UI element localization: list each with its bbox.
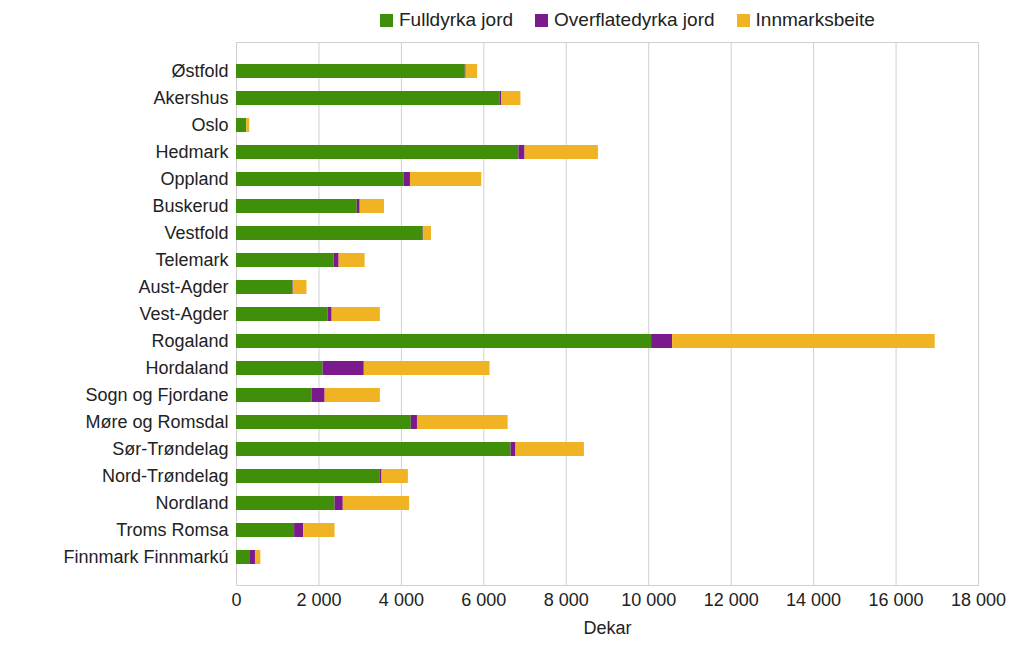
svg-text:Hedmark: Hedmark (155, 142, 229, 162)
svg-text:Oslo: Oslo (191, 115, 228, 135)
svg-text:Buskerud: Buskerud (152, 196, 228, 216)
svg-text:16 000: 16 000 (869, 590, 924, 610)
svg-text:Troms Romsa: Troms Romsa (116, 520, 229, 540)
svg-text:Rogaland: Rogaland (151, 331, 228, 351)
svg-text:Sør-Trøndelag: Sør-Trøndelag (112, 439, 228, 459)
svg-text:0: 0 (231, 590, 241, 610)
svg-text:12 000: 12 000 (704, 590, 759, 610)
svg-text:6 000: 6 000 (461, 590, 506, 610)
svg-text:Nordland: Nordland (155, 493, 228, 513)
svg-text:Møre og Romsdal: Møre og Romsdal (85, 412, 228, 432)
svg-text:Hordaland: Hordaland (145, 358, 228, 378)
svg-text:Østfold: Østfold (171, 61, 228, 81)
svg-text:Vest-Agder: Vest-Agder (139, 304, 228, 324)
svg-text:Finnmark Finnmarkú: Finnmark Finnmarkú (63, 547, 228, 567)
svg-text:Oppland: Oppland (160, 169, 228, 189)
svg-text:4 000: 4 000 (379, 590, 424, 610)
svg-text:Nord-Trøndelag: Nord-Trøndelag (102, 466, 228, 486)
svg-text:Aust-Agder: Aust-Agder (138, 277, 228, 297)
svg-text:14 000: 14 000 (786, 590, 841, 610)
html-text:Fulldyrka jord: Fulldyrka jord (399, 9, 513, 30)
svg-text:10 000: 10 000 (621, 590, 676, 610)
svg-text:Dekar: Dekar (583, 618, 631, 638)
svg-text:Akershus: Akershus (153, 88, 228, 108)
svg-text:18 000: 18 000 (951, 590, 1006, 610)
svg-text:Sogn og Fjordane: Sogn og Fjordane (85, 385, 228, 405)
svg-text:2 000: 2 000 (296, 590, 341, 610)
html-text:Overflatedyrka jord: Overflatedyrka jord (554, 9, 715, 30)
svg-text:8 000: 8 000 (544, 590, 589, 610)
svg-text:Telemark: Telemark (155, 250, 229, 270)
html-text:Innmarksbeite: Innmarksbeite (755, 9, 875, 30)
svg-text:Vestfold: Vestfold (164, 223, 228, 243)
